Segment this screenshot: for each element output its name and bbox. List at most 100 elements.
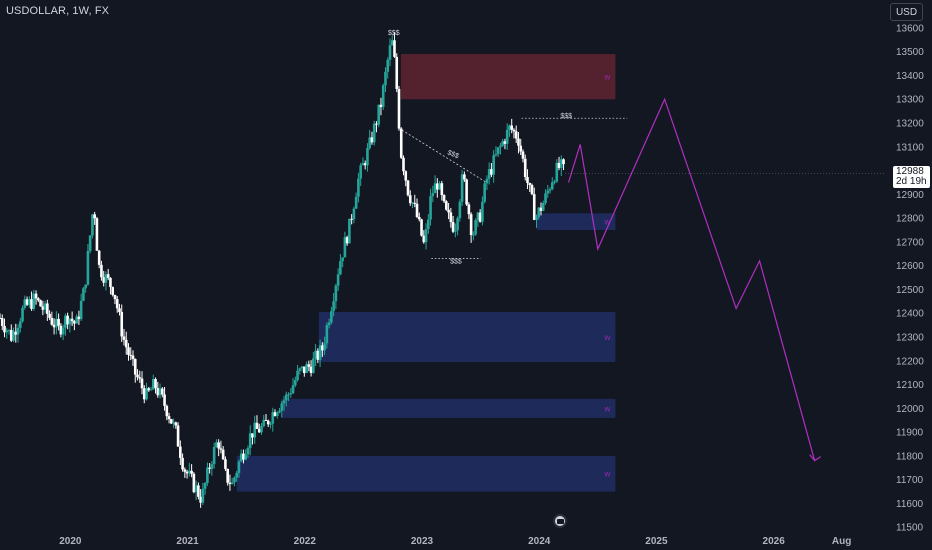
x-tick-label: 2026 [763,536,786,547]
candle-body [465,179,468,205]
candle-body [399,128,403,158]
candle-body [221,449,225,460]
candle-body [481,201,484,222]
y-tick-label: 11600 [896,499,924,510]
candle-body [474,220,477,235]
candle-body [70,318,74,322]
candle-body [307,364,311,367]
candle-body [0,318,4,326]
candle-body [140,378,144,389]
candle-body [264,419,268,421]
candle-body [555,162,559,182]
candle-body [266,420,270,425]
candle-body [84,284,87,289]
candle-body [18,321,22,328]
candle-body [348,218,351,244]
tradingview-logo-icon[interactable] [553,514,567,528]
y-tick-label: 11500 [896,523,924,534]
candle-body [557,162,561,168]
candle-body [361,163,365,166]
candle-body [88,235,92,251]
zone-label: w [604,404,611,413]
candle-body [422,235,426,243]
candle-body [275,412,279,416]
candle-body [417,217,421,220]
candle-body [0,317,2,319]
y-tick-label: 12900 [896,190,924,201]
last-price-value: 12988 [896,166,924,177]
candle-body [9,330,13,341]
candle-body [449,212,453,223]
candle-body [370,137,374,143]
candle-body [192,473,196,493]
candle-body [467,204,471,215]
candle-body [208,467,211,469]
candle-body [478,212,482,222]
candle-body [476,212,480,221]
candle-body [433,183,437,194]
candle-body [442,195,446,202]
candle-body [230,482,234,485]
candle-body [327,322,331,326]
candle-body [106,274,110,278]
x-tick-label: 2020 [59,536,82,547]
projection-arrow-icon [809,454,822,462]
candle-body [562,159,565,165]
candle-body [440,183,444,196]
candle-body [61,327,65,335]
y-tick-label: 12200 [896,356,924,367]
candle-body [323,343,326,351]
candle-body [91,214,94,236]
candle-body [131,355,135,360]
candle-body [30,299,33,309]
liquidity-label: $$$ [560,113,572,120]
candle-body [458,201,462,219]
candle-body [158,388,162,396]
candle-body [14,331,18,335]
candle-body [197,485,200,497]
candle-body [48,313,51,318]
candle-body [253,422,257,438]
candle-body [75,316,78,324]
candle-body [50,317,54,325]
candle-body [269,423,272,425]
candle-body [242,453,245,460]
candle-body [404,171,408,181]
candle-body [318,345,322,360]
candle-body [113,294,117,300]
candle-body [284,394,288,401]
candle-body [16,327,20,335]
candle-body [201,488,205,503]
candle-body [151,379,155,390]
candle-body [246,448,250,455]
candle-body [25,299,29,305]
candle-body [43,303,47,310]
candle-body [384,71,387,86]
candle-body [460,174,464,202]
candle-body [332,301,335,312]
candle-body [341,257,344,262]
liquidity-label: $$$ [388,30,400,37]
candle-body [397,88,401,129]
candle-body [336,274,340,286]
candle-body [115,299,119,309]
candle-body [501,141,504,146]
candle-body [174,422,178,426]
candle-body [23,299,27,308]
candle-body [345,237,349,244]
candle-body [109,277,112,288]
candle-body [303,366,306,373]
candle-body [244,454,248,460]
candle-body [483,183,486,202]
liquidity-label: $$$ [446,149,460,160]
currency-button[interactable]: USD [890,3,923,21]
candle-body [321,345,324,351]
x-tick-label: 2024 [528,536,551,547]
demand-zone [236,455,616,492]
candle-body [183,469,187,472]
trendline-liquidity [401,129,487,183]
candle-body [7,330,11,332]
candle-body [544,193,547,203]
